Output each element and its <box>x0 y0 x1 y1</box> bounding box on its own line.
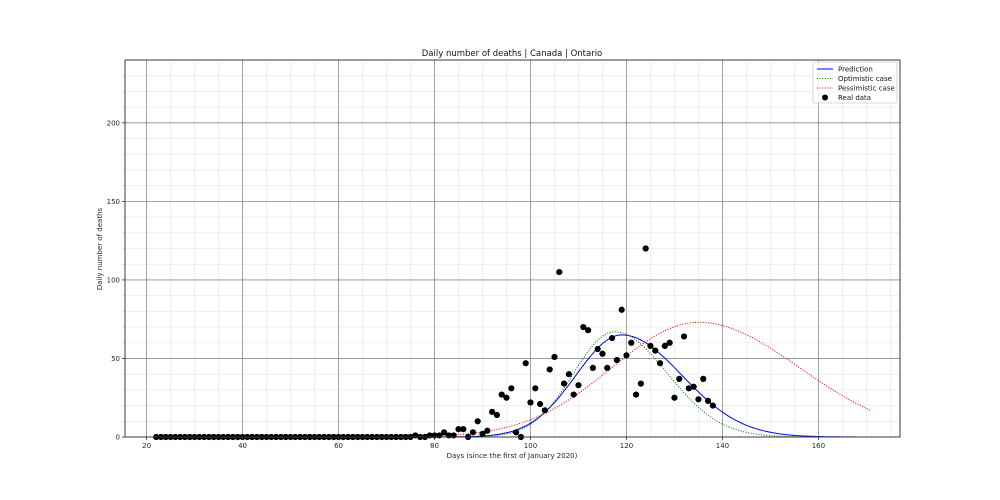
data-point <box>618 306 625 313</box>
data-point <box>580 323 587 331</box>
y-tick-label: 50 <box>111 355 120 363</box>
data-point <box>474 418 481 425</box>
data-point <box>700 375 707 382</box>
data-point <box>565 371 572 378</box>
x-tick-label: 140 <box>716 442 729 450</box>
data-point <box>560 380 568 387</box>
data-point <box>441 429 448 436</box>
data-point <box>512 429 520 436</box>
x-tick-label: 80 <box>430 442 439 450</box>
data-point <box>450 432 457 439</box>
legend-label: Optimistic case <box>838 75 892 83</box>
data-point <box>556 268 563 276</box>
data-point <box>541 407 548 414</box>
data-point <box>604 364 611 371</box>
data-point <box>536 400 544 408</box>
data-point <box>613 356 620 364</box>
data-point <box>589 364 596 371</box>
data-point <box>666 339 673 346</box>
y-tick-label: 100 <box>107 276 120 284</box>
x-tick-label: 100 <box>524 442 537 450</box>
data-point <box>484 427 491 434</box>
data-point <box>503 394 510 401</box>
data-point <box>637 380 644 387</box>
data-point <box>493 411 501 419</box>
legend-label: Prediction <box>838 66 873 74</box>
data-point <box>704 397 712 404</box>
y-tick-label: 0 <box>116 434 120 442</box>
legend-label: Pessimistic case <box>838 85 895 93</box>
data-point <box>532 385 539 392</box>
data-point <box>628 339 635 346</box>
data-point <box>685 385 692 392</box>
data-point <box>599 350 606 357</box>
data-point <box>594 345 601 353</box>
data-point <box>632 391 640 398</box>
data-point <box>608 334 616 342</box>
axis-ticks: 20 40 60 80 100 120 140 160 0 50 100 150 200 <box>107 75 825 450</box>
legend-box <box>812 61 898 104</box>
data-point <box>570 391 577 398</box>
data-point <box>671 394 678 401</box>
data-point <box>489 408 496 415</box>
data-point <box>455 426 462 433</box>
data-point <box>680 333 688 340</box>
data-point <box>690 383 697 390</box>
data-point <box>469 429 477 436</box>
data-point <box>647 342 654 349</box>
y-axis-label: Daily number of deaths <box>96 207 104 290</box>
major-grid <box>125 60 900 437</box>
data-point <box>546 366 553 373</box>
y-tick-label: 150 <box>107 198 120 206</box>
data-point <box>676 375 683 382</box>
legend-label: Real data <box>838 94 871 102</box>
data-point <box>709 402 716 409</box>
chart-title: Daily number of deaths | Canada | Ontari… <box>422 49 603 59</box>
x-tick-label: 120 <box>620 442 633 450</box>
data-point <box>652 347 659 354</box>
legend-marker-icon <box>822 94 828 101</box>
data-point <box>522 360 529 367</box>
data-point <box>661 342 668 349</box>
x-tick-label: 60 <box>334 442 343 450</box>
x-tick-label: 40 <box>238 442 247 450</box>
data-point <box>527 399 534 406</box>
x-axis-label: Days (since the first of January 2020) <box>447 452 578 460</box>
data-point <box>695 396 702 403</box>
x-tick-label: 20 <box>142 442 151 450</box>
data-point <box>642 245 649 252</box>
data-point <box>460 426 467 433</box>
data-point <box>508 385 515 392</box>
y-tick-label: 200 <box>107 119 120 127</box>
data-point <box>623 352 630 359</box>
data-point <box>575 382 582 389</box>
x-tick-label: 160 <box>812 442 825 450</box>
data-point <box>656 360 664 367</box>
data-point <box>498 391 505 398</box>
data-point <box>551 353 558 360</box>
data-point <box>479 430 486 437</box>
data-point <box>584 327 592 334</box>
